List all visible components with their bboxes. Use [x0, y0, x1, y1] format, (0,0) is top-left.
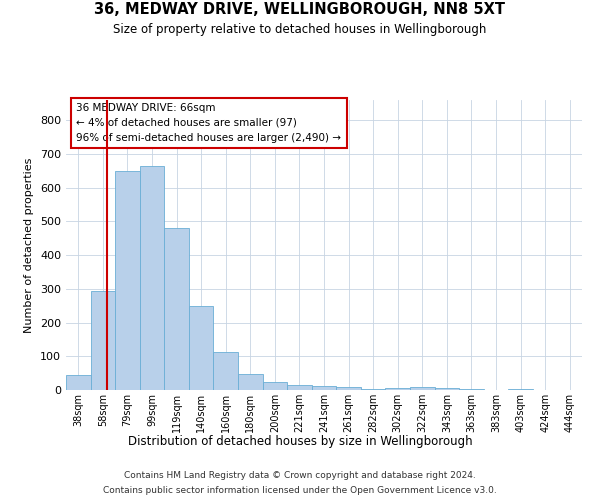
Bar	[115, 171, 140, 390]
Text: 36, MEDWAY DRIVE, WELLINGBOROUGH, NN8 5XT: 36, MEDWAY DRIVE, WELLINGBOROUGH, NN8 5X…	[95, 2, 505, 18]
Bar	[214, 352, 238, 390]
Bar	[263, 382, 287, 390]
Bar	[508, 388, 533, 390]
Bar	[287, 386, 312, 390]
Text: Size of property relative to detached houses in Wellingborough: Size of property relative to detached ho…	[113, 22, 487, 36]
Text: Distribution of detached houses by size in Wellingborough: Distribution of detached houses by size …	[128, 435, 472, 448]
Bar	[66, 375, 91, 390]
Bar	[410, 387, 434, 390]
Bar	[459, 388, 484, 390]
Bar	[164, 228, 189, 390]
Text: 36 MEDWAY DRIVE: 66sqm
← 4% of detached houses are smaller (97)
96% of semi-deta: 36 MEDWAY DRIVE: 66sqm ← 4% of detached …	[76, 103, 341, 142]
Bar	[238, 374, 263, 390]
Y-axis label: Number of detached properties: Number of detached properties	[25, 158, 34, 332]
Bar	[189, 306, 214, 390]
Text: Contains HM Land Registry data © Crown copyright and database right 2024.: Contains HM Land Registry data © Crown c…	[124, 471, 476, 480]
Text: Contains public sector information licensed under the Open Government Licence v3: Contains public sector information licen…	[103, 486, 497, 495]
Bar	[91, 290, 115, 390]
Bar	[312, 386, 336, 390]
Bar	[140, 166, 164, 390]
Bar	[385, 388, 410, 390]
Bar	[336, 388, 361, 390]
Bar	[434, 388, 459, 390]
